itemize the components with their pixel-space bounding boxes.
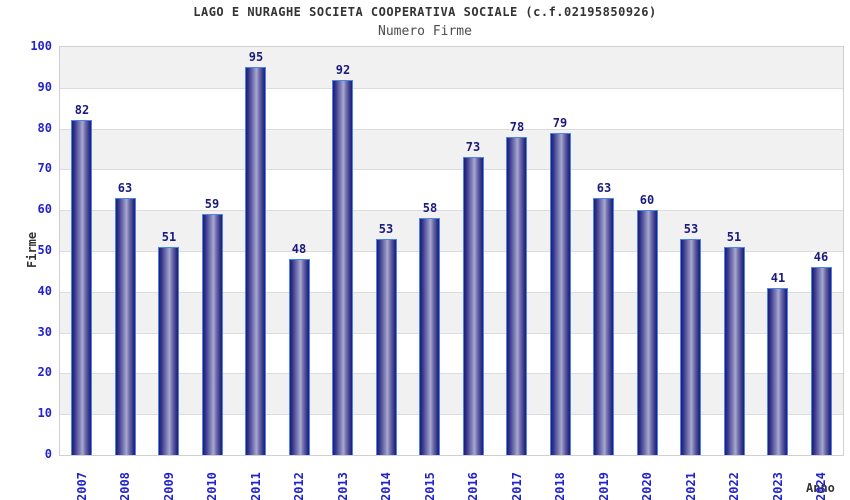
bar-value-label: 78 — [509, 120, 525, 134]
plot-band — [60, 87, 843, 129]
bar-value-label: 63 — [596, 181, 612, 195]
gridline — [60, 210, 843, 211]
bar-2012 — [289, 259, 310, 455]
bar-value-label: 41 — [770, 271, 786, 285]
plot-band — [60, 47, 843, 88]
x-tick-label: 2011 — [249, 472, 263, 500]
bar-2007 — [71, 120, 92, 455]
x-tick-label: 2024 — [814, 472, 828, 500]
x-tick-label: 2015 — [423, 472, 437, 500]
gridline — [60, 169, 843, 170]
plot-band — [60, 128, 843, 170]
y-tick-label: 10 — [37, 406, 52, 420]
bar-2023 — [767, 288, 788, 455]
x-tick-label: 2008 — [118, 472, 132, 500]
x-tick-label: 2022 — [727, 472, 741, 500]
y-tick-label: 40 — [37, 284, 52, 298]
bar-value-label: 46 — [813, 250, 829, 264]
y-tick-label: 30 — [37, 325, 52, 339]
bar-2015 — [419, 218, 440, 455]
y-tick-label: 80 — [37, 121, 52, 135]
bar-value-label: 48 — [291, 242, 307, 256]
bar-2024 — [811, 267, 832, 455]
x-tick-label: 2009 — [162, 472, 176, 500]
bar-2019 — [593, 198, 614, 455]
bar-2018 — [550, 133, 571, 455]
x-tick-label: 2019 — [597, 472, 611, 500]
bar-value-label: 92 — [335, 63, 351, 77]
x-axis-label: Anno — [806, 481, 835, 495]
plot-band — [60, 251, 843, 292]
y-tick-label: 20 — [37, 365, 52, 379]
plot-area — [59, 46, 844, 456]
bar-value-label: 73 — [465, 140, 481, 154]
x-tick-label: 2010 — [205, 472, 219, 500]
plot-band — [60, 332, 843, 374]
bar-value-label: 51 — [726, 230, 742, 244]
plot-band — [60, 414, 843, 455]
bar-value-label: 60 — [639, 193, 655, 207]
bar-2008 — [115, 198, 136, 455]
x-tick-label: 2020 — [640, 472, 654, 500]
plot-band — [60, 210, 843, 251]
x-tick-label: 2017 — [510, 472, 524, 500]
bar-2022 — [724, 247, 745, 455]
bar-value-label: 63 — [117, 181, 133, 195]
y-tick-label: 70 — [37, 161, 52, 175]
bar-2011 — [245, 67, 266, 455]
gridline — [60, 129, 843, 130]
bar-2017 — [506, 137, 527, 455]
x-tick-label: 2014 — [379, 472, 393, 500]
gridline — [60, 88, 843, 89]
bar-value-label: 79 — [552, 116, 568, 130]
bar-value-label: 82 — [74, 103, 90, 117]
x-tick-label: 2018 — [553, 472, 567, 500]
gridline — [60, 251, 843, 252]
bar-2016 — [463, 157, 484, 455]
bar-2014 — [376, 239, 397, 455]
chart-subtitle: Numero Firme — [378, 24, 472, 39]
gridline — [60, 333, 843, 334]
y-tick-label: 0 — [44, 447, 52, 461]
x-tick-label: 2023 — [771, 472, 785, 500]
x-tick-label: 2007 — [75, 472, 89, 500]
x-tick-label: 2021 — [684, 472, 698, 500]
bar-2021 — [680, 239, 701, 455]
bar-value-label: 58 — [422, 201, 438, 215]
x-tick-label: 2012 — [292, 472, 306, 500]
chart-title: LAGO E NURAGHE SOCIETA COOPERATIVA SOCIA… — [193, 5, 657, 19]
bar-value-label: 53 — [378, 222, 394, 236]
bar-value-label: 51 — [161, 230, 177, 244]
gridline — [60, 414, 843, 415]
bar-2009 — [158, 247, 179, 455]
bar-2020 — [637, 210, 658, 455]
x-tick-label: 2013 — [336, 472, 350, 500]
bar-value-label: 59 — [204, 197, 220, 211]
bar-2010 — [202, 214, 223, 455]
bar-value-label: 95 — [248, 50, 264, 64]
y-tick-label: 100 — [30, 39, 52, 53]
plot-band — [60, 373, 843, 415]
plot-band — [60, 291, 843, 333]
y-tick-label: 60 — [37, 202, 52, 216]
y-tick-label: 50 — [37, 243, 52, 257]
plot-band — [60, 169, 843, 211]
bar-2013 — [332, 80, 353, 455]
gridline — [60, 373, 843, 374]
y-tick-label: 90 — [37, 80, 52, 94]
bar-value-label: 53 — [683, 222, 699, 236]
x-tick-label: 2016 — [466, 472, 480, 500]
gridline — [60, 292, 843, 293]
